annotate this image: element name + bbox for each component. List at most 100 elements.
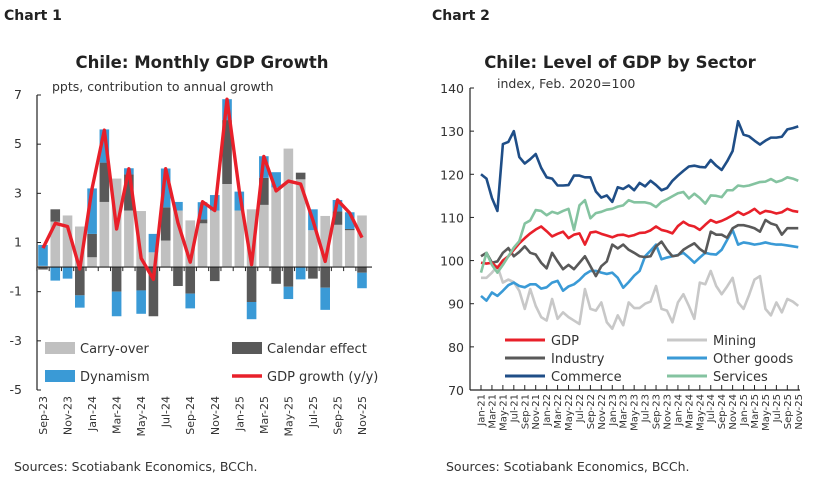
chart2-x-tick-label: May-24 bbox=[695, 394, 706, 431]
bar-carry-over bbox=[50, 221, 61, 268]
bar-dynamism bbox=[50, 267, 61, 281]
chart2-y-tick-label: 80 bbox=[448, 340, 464, 355]
chart1-x-tick-label: Sep-23 bbox=[37, 396, 50, 435]
chart2-x-tick-label: Jul-25 bbox=[772, 394, 783, 423]
chart1-y-tick-label: 5 bbox=[14, 136, 22, 151]
bar-dynamism bbox=[246, 301, 257, 320]
bar-calendar-effect bbox=[283, 267, 294, 287]
chart2-x-tick-label: Nov-23 bbox=[662, 394, 673, 430]
chart2-x-tick-label: Nov-25 bbox=[794, 394, 805, 430]
bar-dynamism bbox=[75, 295, 85, 308]
bar-carry-over bbox=[283, 148, 294, 268]
bar-carry-over bbox=[197, 223, 208, 268]
chart1-y-tick-label: -3 bbox=[10, 333, 22, 348]
bar-dynamism bbox=[99, 129, 110, 163]
bar-carry-over bbox=[148, 252, 159, 268]
bar-carry-over bbox=[344, 230, 355, 268]
chart1-x-tick-label: Sep-25 bbox=[331, 396, 344, 435]
chart1-label: Chart 1 bbox=[4, 8, 62, 24]
chart2-y-tick-label: 100 bbox=[440, 254, 464, 269]
chart2-x-tick-label: Jan-24 bbox=[673, 394, 684, 427]
bar-calendar-effect bbox=[173, 267, 183, 287]
bar-carry-over bbox=[209, 210, 220, 268]
bar-dynamism bbox=[87, 188, 97, 234]
chart2-y-tick-label: 120 bbox=[440, 167, 464, 182]
chart2-x-tick-label: Mar-21 bbox=[487, 394, 498, 429]
bar-carry-over bbox=[173, 210, 183, 268]
bar-calendar-effect bbox=[332, 211, 343, 225]
bar-calendar-effect bbox=[271, 267, 281, 284]
line-commerce bbox=[480, 119, 799, 213]
bar-dynamism bbox=[295, 267, 306, 280]
legend-swatch-carry-over bbox=[45, 342, 75, 354]
chart2-x-tick-label: Sep-21 bbox=[520, 394, 531, 429]
chart2-y-tick-label: 130 bbox=[440, 124, 464, 139]
chart2-y-tick-label: 70 bbox=[448, 383, 464, 398]
chart1-plot: 7 5 3 1 -1 -3 -5 Sep-23 Nov-23 Jan-24 Mar-24 May-24… bbox=[10, 87, 379, 437]
bar-dynamism bbox=[357, 272, 367, 289]
bar-calendar-effect bbox=[50, 209, 61, 222]
chart1-x-tick-label: Nov-23 bbox=[62, 396, 75, 435]
line-gdp-growth bbox=[41, 97, 364, 282]
line-mining bbox=[481, 264, 800, 331]
chart2-x-tick-label: Jul-22 bbox=[575, 394, 586, 423]
bar-carry-over bbox=[62, 215, 73, 268]
bar-carry-over bbox=[234, 210, 245, 268]
line-services bbox=[479, 176, 799, 274]
bar-carry-over bbox=[160, 240, 171, 268]
bar-carry-over bbox=[295, 179, 306, 268]
bar-calendar-effect bbox=[185, 267, 196, 294]
bar-dynamism bbox=[38, 244, 48, 266]
chart2-y-tick-label: 110 bbox=[440, 210, 464, 225]
chart1-x-tick-label: Jan-24 bbox=[86, 396, 99, 432]
chart2-x-tick-label: Sep-23 bbox=[652, 394, 663, 429]
bar-dynamism bbox=[344, 212, 355, 229]
chart2-y-tick-label: 90 bbox=[448, 297, 464, 312]
legend-label: Mining bbox=[713, 334, 756, 349]
chart1-x-tick-label: May-25 bbox=[282, 396, 295, 437]
legend-label: Commerce bbox=[551, 370, 622, 385]
chart2-label: Chart 2 bbox=[432, 8, 490, 24]
chart2-x-tick-label: Sep-24 bbox=[717, 394, 728, 429]
bar-carry-over bbox=[185, 220, 196, 268]
chart2-x-tick-label: Jan-21 bbox=[477, 394, 488, 427]
chart2-x-tick-label: Sep-22 bbox=[586, 394, 597, 429]
bar-calendar-effect bbox=[160, 207, 171, 241]
bar-calendar-effect bbox=[308, 267, 318, 279]
bar-calendar-effect bbox=[344, 228, 355, 231]
bar-dynamism bbox=[320, 287, 330, 310]
legend-label: Other goods bbox=[713, 352, 793, 367]
chart2-x-tick-label: Mar-23 bbox=[619, 394, 630, 429]
chart2-title: Chile: Level of GDP by Sector bbox=[484, 53, 756, 72]
chart1-y-tick-label: -5 bbox=[10, 382, 22, 397]
bar-calendar-effect bbox=[124, 174, 134, 211]
bar-calendar-effect bbox=[87, 233, 97, 258]
bar-carry-over bbox=[246, 209, 257, 268]
chart1-x-tick-label: Nov-24 bbox=[209, 396, 222, 435]
legend-swatch-calendar-effect bbox=[232, 342, 262, 354]
bar-carry-over bbox=[222, 183, 232, 268]
chart1-x-tick-label: Mar-25 bbox=[258, 396, 271, 434]
bar-calendar-effect bbox=[136, 267, 146, 291]
legend-swatch-dynamism bbox=[45, 370, 75, 382]
chart2-x-tick-label: Mar-25 bbox=[750, 394, 761, 429]
chart1-x-tick-label: Jan-25 bbox=[233, 396, 246, 432]
bar-dynamism bbox=[148, 233, 159, 253]
bar-calendar-effect bbox=[259, 177, 269, 205]
chart1-y-tick-label: 1 bbox=[14, 235, 22, 250]
chart2-source: Sources: Scotiabank Economics, BCCh. bbox=[446, 459, 690, 474]
chart2-x-tick-label: Sep-25 bbox=[783, 394, 794, 429]
chart2-x-tick-label: Mar-22 bbox=[553, 394, 564, 429]
bar-calendar-effect bbox=[111, 267, 122, 292]
bar-carry-over bbox=[259, 204, 269, 268]
chart1-title: Chile: Monthly GDP Growth bbox=[76, 53, 329, 72]
line-industry bbox=[480, 218, 799, 278]
chart1-x-tick-label: Mar-24 bbox=[111, 396, 124, 434]
legend-label: GDP growth (y/y) bbox=[267, 370, 378, 385]
chart2-y-tick-label: 140 bbox=[440, 81, 464, 96]
bar-calendar-effect bbox=[295, 172, 306, 180]
bar-carry-over bbox=[271, 187, 281, 268]
chart1-x-tick-label: Nov-25 bbox=[356, 396, 369, 435]
